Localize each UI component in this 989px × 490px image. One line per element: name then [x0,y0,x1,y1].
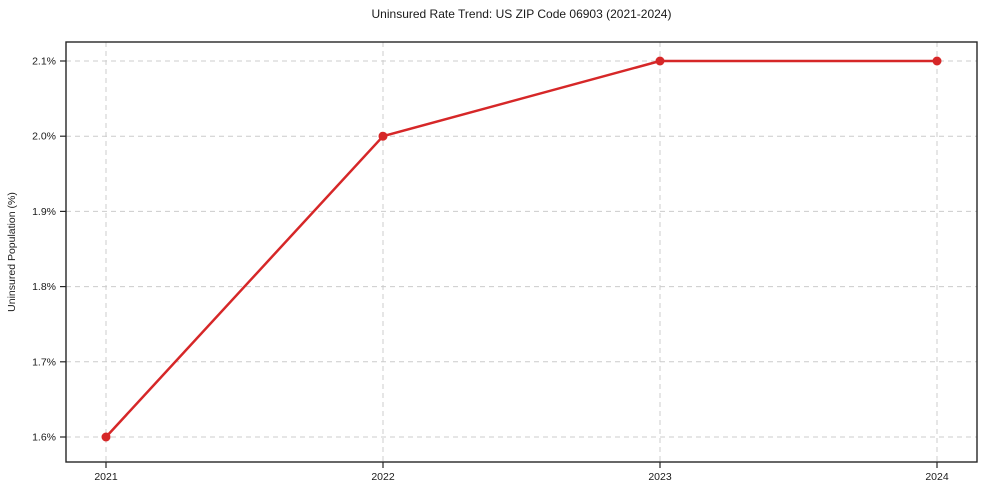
x-tick-label: 2021 [94,471,118,483]
x-tick-label: 2023 [648,471,672,483]
y-tick-label: 2.0% [32,131,56,143]
data-point [932,56,942,66]
plot-border [65,41,978,463]
trend-line [104,59,939,439]
data-point [101,432,111,442]
data-point [655,56,665,66]
y-tick-label: 1.6% [32,432,56,444]
y-tick-label: 1.8% [32,281,56,293]
y-tick-label: 1.9% [32,206,56,218]
chart-title: Uninsured Rate Trend: US ZIP Code 06903 … [371,7,672,21]
y-tick-label: 2.1% [32,56,56,68]
x-tick-label: 2022 [371,471,395,483]
y-tick-label: 1.7% [32,356,56,368]
data-point [378,131,388,141]
x-tick-label: 2024 [925,471,949,483]
